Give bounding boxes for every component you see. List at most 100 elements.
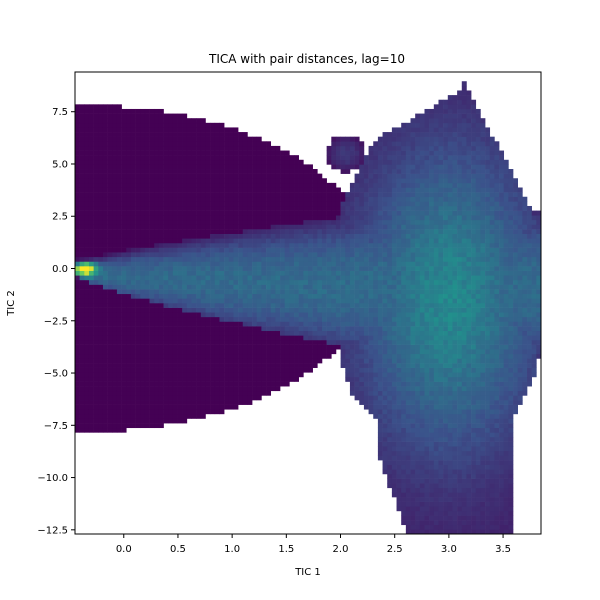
heatmap-cell bbox=[373, 215, 379, 221]
heatmap-cell bbox=[233, 386, 239, 392]
heatmap-cell bbox=[359, 164, 365, 170]
heatmap-cell bbox=[247, 238, 253, 244]
heatmap-cell bbox=[289, 196, 295, 202]
heatmap-cell bbox=[368, 303, 374, 308]
heatmap-cell bbox=[256, 233, 262, 239]
heatmap-cell bbox=[410, 413, 416, 419]
heatmap-cell bbox=[321, 205, 327, 211]
heatmap-cell bbox=[405, 335, 411, 341]
heatmap-cell bbox=[377, 155, 383, 161]
heatmap-cell bbox=[186, 400, 192, 405]
heatmap-cell bbox=[289, 307, 295, 313]
heatmap-cell bbox=[415, 279, 421, 285]
heatmap-cell bbox=[377, 455, 383, 461]
heatmap-cell bbox=[415, 464, 421, 470]
heatmap-cell bbox=[377, 145, 383, 151]
heatmap-cell bbox=[84, 386, 90, 392]
heatmap-cell bbox=[270, 242, 276, 248]
heatmap-cell bbox=[419, 390, 425, 396]
heatmap-cell bbox=[182, 261, 188, 267]
heatmap-cell bbox=[233, 178, 239, 184]
heatmap-cell bbox=[163, 363, 169, 368]
heatmap-cell bbox=[130, 118, 136, 124]
heatmap-cell bbox=[424, 363, 430, 368]
heatmap-cell bbox=[382, 169, 388, 174]
heatmap-cell bbox=[387, 136, 393, 142]
heatmap-cell bbox=[377, 386, 383, 392]
heatmap-cell bbox=[294, 270, 299, 276]
heatmap-cell bbox=[228, 224, 234, 230]
heatmap-cell bbox=[219, 386, 225, 392]
heatmap-cell bbox=[275, 247, 281, 253]
heatmap-cell bbox=[298, 363, 304, 368]
heatmap-cell bbox=[424, 224, 430, 230]
heatmap-cell bbox=[387, 321, 393, 327]
heatmap-cell bbox=[382, 390, 388, 396]
heatmap-cell bbox=[121, 205, 127, 211]
heatmap-cell bbox=[140, 252, 146, 258]
heatmap-cell bbox=[158, 312, 164, 318]
heatmap-cell bbox=[252, 349, 258, 355]
heatmap-cell bbox=[410, 510, 416, 516]
heatmap-cell bbox=[419, 344, 425, 350]
heatmap-cell bbox=[401, 432, 407, 438]
heatmap-cell bbox=[266, 182, 272, 188]
heatmap-cell bbox=[335, 136, 341, 142]
heatmap-cell bbox=[84, 284, 90, 290]
heatmap-cell bbox=[261, 229, 267, 234]
heatmap-cell bbox=[424, 275, 430, 281]
heatmap-cell bbox=[294, 266, 299, 271]
heatmap-cell bbox=[93, 145, 99, 151]
heatmap-cell bbox=[233, 330, 239, 336]
heatmap-cell bbox=[242, 298, 248, 304]
heatmap-cell bbox=[140, 279, 146, 285]
heatmap-cell bbox=[144, 141, 150, 147]
heatmap-cell bbox=[228, 150, 234, 156]
heatmap-cell bbox=[191, 229, 197, 234]
heatmap-cell bbox=[312, 316, 318, 322]
heatmap-cell bbox=[84, 155, 90, 161]
heatmap-cell bbox=[126, 229, 132, 234]
heatmap-cell bbox=[88, 409, 94, 415]
heatmap-cell bbox=[163, 210, 169, 216]
heatmap-cell bbox=[396, 127, 402, 133]
heatmap-cell bbox=[396, 182, 402, 188]
heatmap-cell bbox=[433, 349, 439, 355]
heatmap-cell bbox=[121, 215, 127, 221]
heatmap-cell bbox=[228, 395, 234, 401]
heatmap-cell bbox=[149, 312, 155, 318]
heatmap-cell bbox=[345, 215, 351, 221]
heatmap-cell bbox=[410, 141, 416, 147]
heatmap-cell bbox=[340, 270, 346, 276]
heatmap-cell bbox=[256, 266, 262, 271]
heatmap-cell bbox=[294, 247, 299, 253]
heatmap-cell bbox=[191, 182, 197, 188]
heatmap-cell bbox=[238, 266, 244, 271]
heatmap-cell bbox=[405, 436, 411, 442]
heatmap-cell bbox=[186, 353, 192, 359]
heatmap-cell bbox=[158, 413, 164, 419]
heatmap-cell bbox=[172, 316, 178, 322]
heatmap-cell bbox=[200, 201, 206, 207]
heatmap-cell bbox=[135, 339, 141, 345]
heatmap-cell bbox=[112, 413, 118, 419]
heatmap-cell bbox=[382, 423, 388, 429]
heatmap-cell bbox=[387, 307, 393, 313]
heatmap-cell bbox=[210, 404, 216, 410]
heatmap-cell bbox=[303, 261, 309, 267]
heatmap-cell bbox=[191, 261, 197, 267]
heatmap-cell bbox=[382, 316, 388, 322]
heatmap-cell bbox=[75, 404, 80, 410]
heatmap-cell bbox=[289, 367, 295, 373]
heatmap-cell bbox=[256, 321, 262, 327]
heatmap-cell bbox=[93, 427, 99, 433]
heatmap-cell bbox=[391, 266, 397, 271]
heatmap-cell bbox=[419, 358, 425, 364]
heatmap-cell bbox=[391, 233, 397, 239]
heatmap-cell bbox=[98, 400, 104, 405]
heatmap-cell bbox=[266, 219, 272, 225]
heatmap-cell bbox=[182, 413, 188, 419]
heatmap-cell bbox=[335, 155, 341, 161]
heatmap-cell bbox=[415, 159, 421, 165]
heatmap-cell bbox=[219, 164, 225, 170]
